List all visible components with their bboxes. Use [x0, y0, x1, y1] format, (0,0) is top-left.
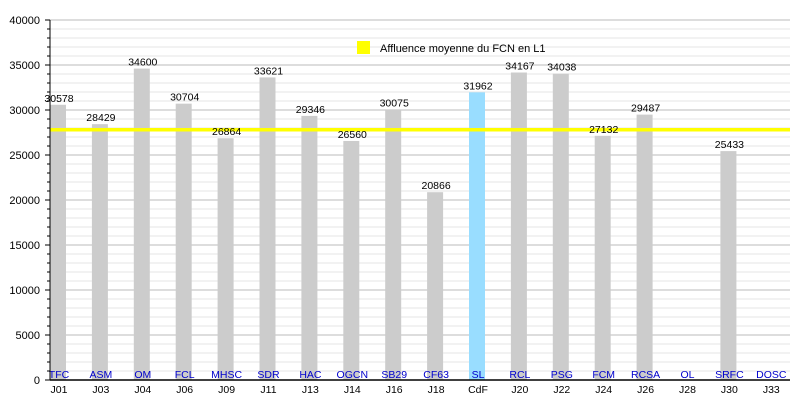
bars [50, 68, 737, 381]
bar-J18 [427, 192, 444, 380]
x-tick-label-J06: J06 [176, 384, 193, 396]
bar-J11 [259, 77, 276, 380]
gridlines [50, 19, 790, 372]
data-label-J30: 25433 [715, 139, 744, 151]
bar-J13 [301, 115, 318, 381]
opponent-label-J14: OGCN [337, 369, 369, 381]
legend-label-average: Affluence moyenne du FCN en L1 [380, 43, 546, 55]
x-tick-label-J18: J18 [428, 384, 445, 396]
x-tick-label-J22: J22 [553, 384, 570, 396]
opponent-label-J09: MHSC [211, 369, 242, 381]
data-labels: 30578 TFC 28429 ASM 34600 OM 30704 FCL 26864 MHSC… [44, 57, 786, 381]
y-tick-label: 0 [34, 375, 40, 387]
opponent-label-J26: RCSA [631, 369, 660, 381]
x-tick-label-J20: J20 [511, 384, 528, 396]
y-tick-label: 30000 [9, 105, 40, 117]
data-label-J14: 26560 [338, 129, 367, 141]
x-tick-label-CdF: CdF [468, 384, 488, 396]
opponent-label-J30: SRFC [715, 369, 744, 381]
legend-swatch-average [357, 41, 370, 54]
data-label-J16: 30075 [380, 97, 409, 109]
x-tick-label-J24: J24 [595, 384, 612, 396]
data-label-J22: 34038 [547, 62, 576, 74]
legend: Affluence moyenne du FCN en L1 [357, 41, 546, 55]
x-tick-label-J09: J09 [218, 384, 235, 396]
x-tick-label-J03: J03 [92, 384, 109, 396]
y-tick-label: 20000 [9, 195, 40, 207]
opponent-label-J13: HAC [299, 369, 322, 381]
x-tick-label-J13: J13 [302, 384, 319, 396]
opponent-label-J06: FCL [175, 369, 195, 381]
bar-J16 [385, 109, 402, 380]
opponent-label-J28: OL [680, 369, 694, 381]
y-tick-label: 40000 [9, 15, 40, 27]
data-label-CdF: 31962 [463, 80, 492, 92]
bar-J06 [175, 103, 192, 380]
data-label-J13: 29346 [296, 104, 325, 116]
data-label-J09: 26864 [212, 126, 241, 138]
bar-CdF [469, 92, 485, 380]
bar-J04 [133, 68, 150, 380]
x-tick-label-J11: J11 [260, 384, 276, 396]
bar-J24 [594, 135, 611, 380]
y-tick-label: 15000 [9, 240, 40, 252]
x-tick-label-J14: J14 [344, 384, 361, 396]
opponent-label-J16: SB29 [381, 369, 407, 381]
bar-J20 [510, 72, 527, 380]
x-tick-label-J04: J04 [134, 384, 151, 396]
opponent-label-J04: OM [134, 369, 151, 381]
opponent-label-J01: TFC [49, 369, 70, 381]
axes: J01 J03 J04 J06 J09 J11 J13 J14 J16 J18 CdF J20 J22 J… [9, 15, 790, 396]
opponent-label-J24: FCM [592, 369, 615, 381]
y-tick-label: 5000 [16, 330, 40, 342]
x-tick-label-J28: J28 [679, 384, 696, 396]
y-tick-label: 25000 [9, 150, 40, 162]
y-tick-label: 10000 [9, 285, 40, 297]
bar-J09 [217, 138, 234, 380]
bar-J26 [636, 114, 653, 380]
opponent-label-J22: PSG [551, 369, 573, 381]
bar-J01 [50, 104, 66, 380]
data-label-J03: 28429 [86, 112, 115, 124]
opponent-label-J20: RCL [509, 369, 530, 381]
bar-J03 [91, 124, 108, 380]
data-label-J26: 29487 [631, 103, 660, 115]
y-tick-label: 35000 [9, 60, 40, 72]
data-label-J18: 20866 [421, 180, 450, 192]
opponent-label-J11: SDR [257, 369, 280, 381]
data-label-J24: 27132 [589, 124, 618, 136]
data-label-J11: 33621 [254, 65, 283, 77]
x-tick-label-J01: J01 [51, 384, 68, 396]
data-label-J20: 34167 [505, 60, 534, 72]
bar-J14 [343, 140, 360, 380]
data-label-J06: 30704 [170, 92, 199, 104]
data-label-J04: 34600 [128, 57, 157, 69]
x-tick-label-J26: J26 [637, 384, 654, 396]
opponent-label-J03: ASM [90, 369, 113, 381]
x-tick-label-J16: J16 [386, 384, 403, 396]
opponent-label-J18: CF63 [423, 369, 449, 381]
data-label-J01: 30578 [44, 93, 73, 105]
x-tick-label-J30: J30 [721, 384, 738, 396]
x-tick-label-J33: J33 [763, 384, 780, 396]
bar-J30 [720, 151, 737, 380]
opponent-label-J33: DOSC [756, 369, 787, 381]
opponent-label-CdF: SL [472, 369, 485, 381]
bar-J22 [552, 73, 569, 381]
